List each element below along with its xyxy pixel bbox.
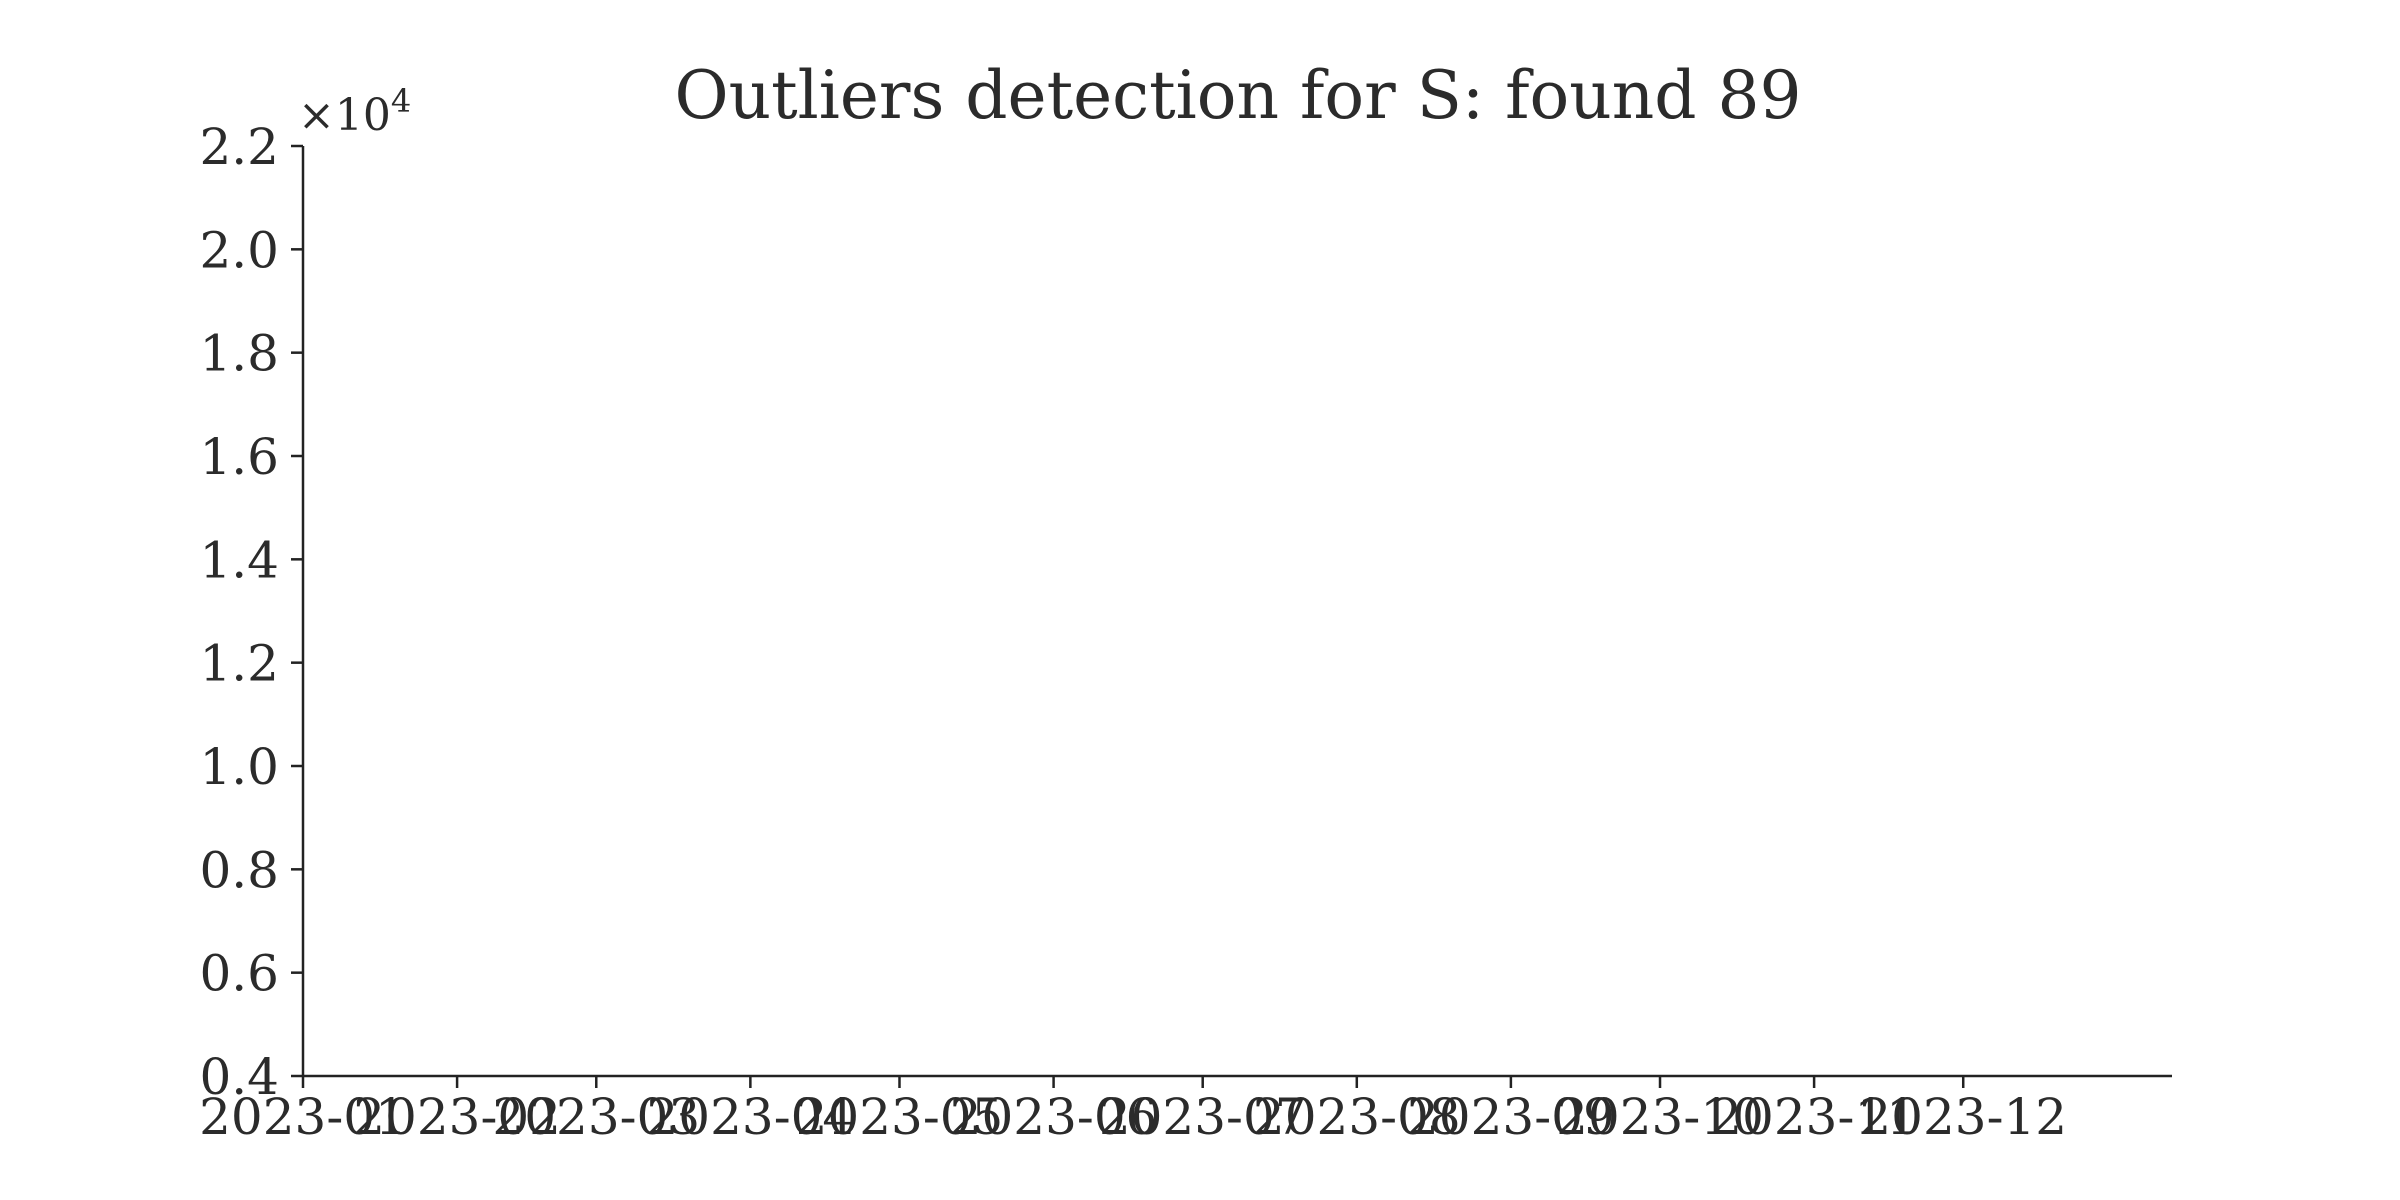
y-axis-offset-label: ×104 [298,82,411,141]
y-tick-label: 2.0 [199,221,279,279]
y-tick-label: 1.2 [199,635,279,693]
y-axis-offset-exponent: 4 [391,82,411,120]
chart-title: Outliers detection for S: found 89 [674,57,1801,134]
x-tick-label: 2023-12 [1859,1088,2067,1146]
y-tick-label: 1.0 [199,738,279,796]
y-tick-label: 2.2 [199,118,279,176]
y-axis-ticks: 0.40.60.81.01.21.41.61.82.02.2 [199,118,303,1106]
y-tick-label: 1.4 [199,531,279,589]
y-tick-label: 1.6 [199,428,279,486]
y-tick-label: 0.6 [199,945,279,1003]
y-axis-offset-base: ×10 [298,90,391,141]
x-axis-ticks: 2023-012023-022023-032023-042023-052023-… [199,1076,2067,1146]
y-tick-label: 0.8 [199,841,279,899]
y-tick-label: 1.8 [199,325,279,383]
